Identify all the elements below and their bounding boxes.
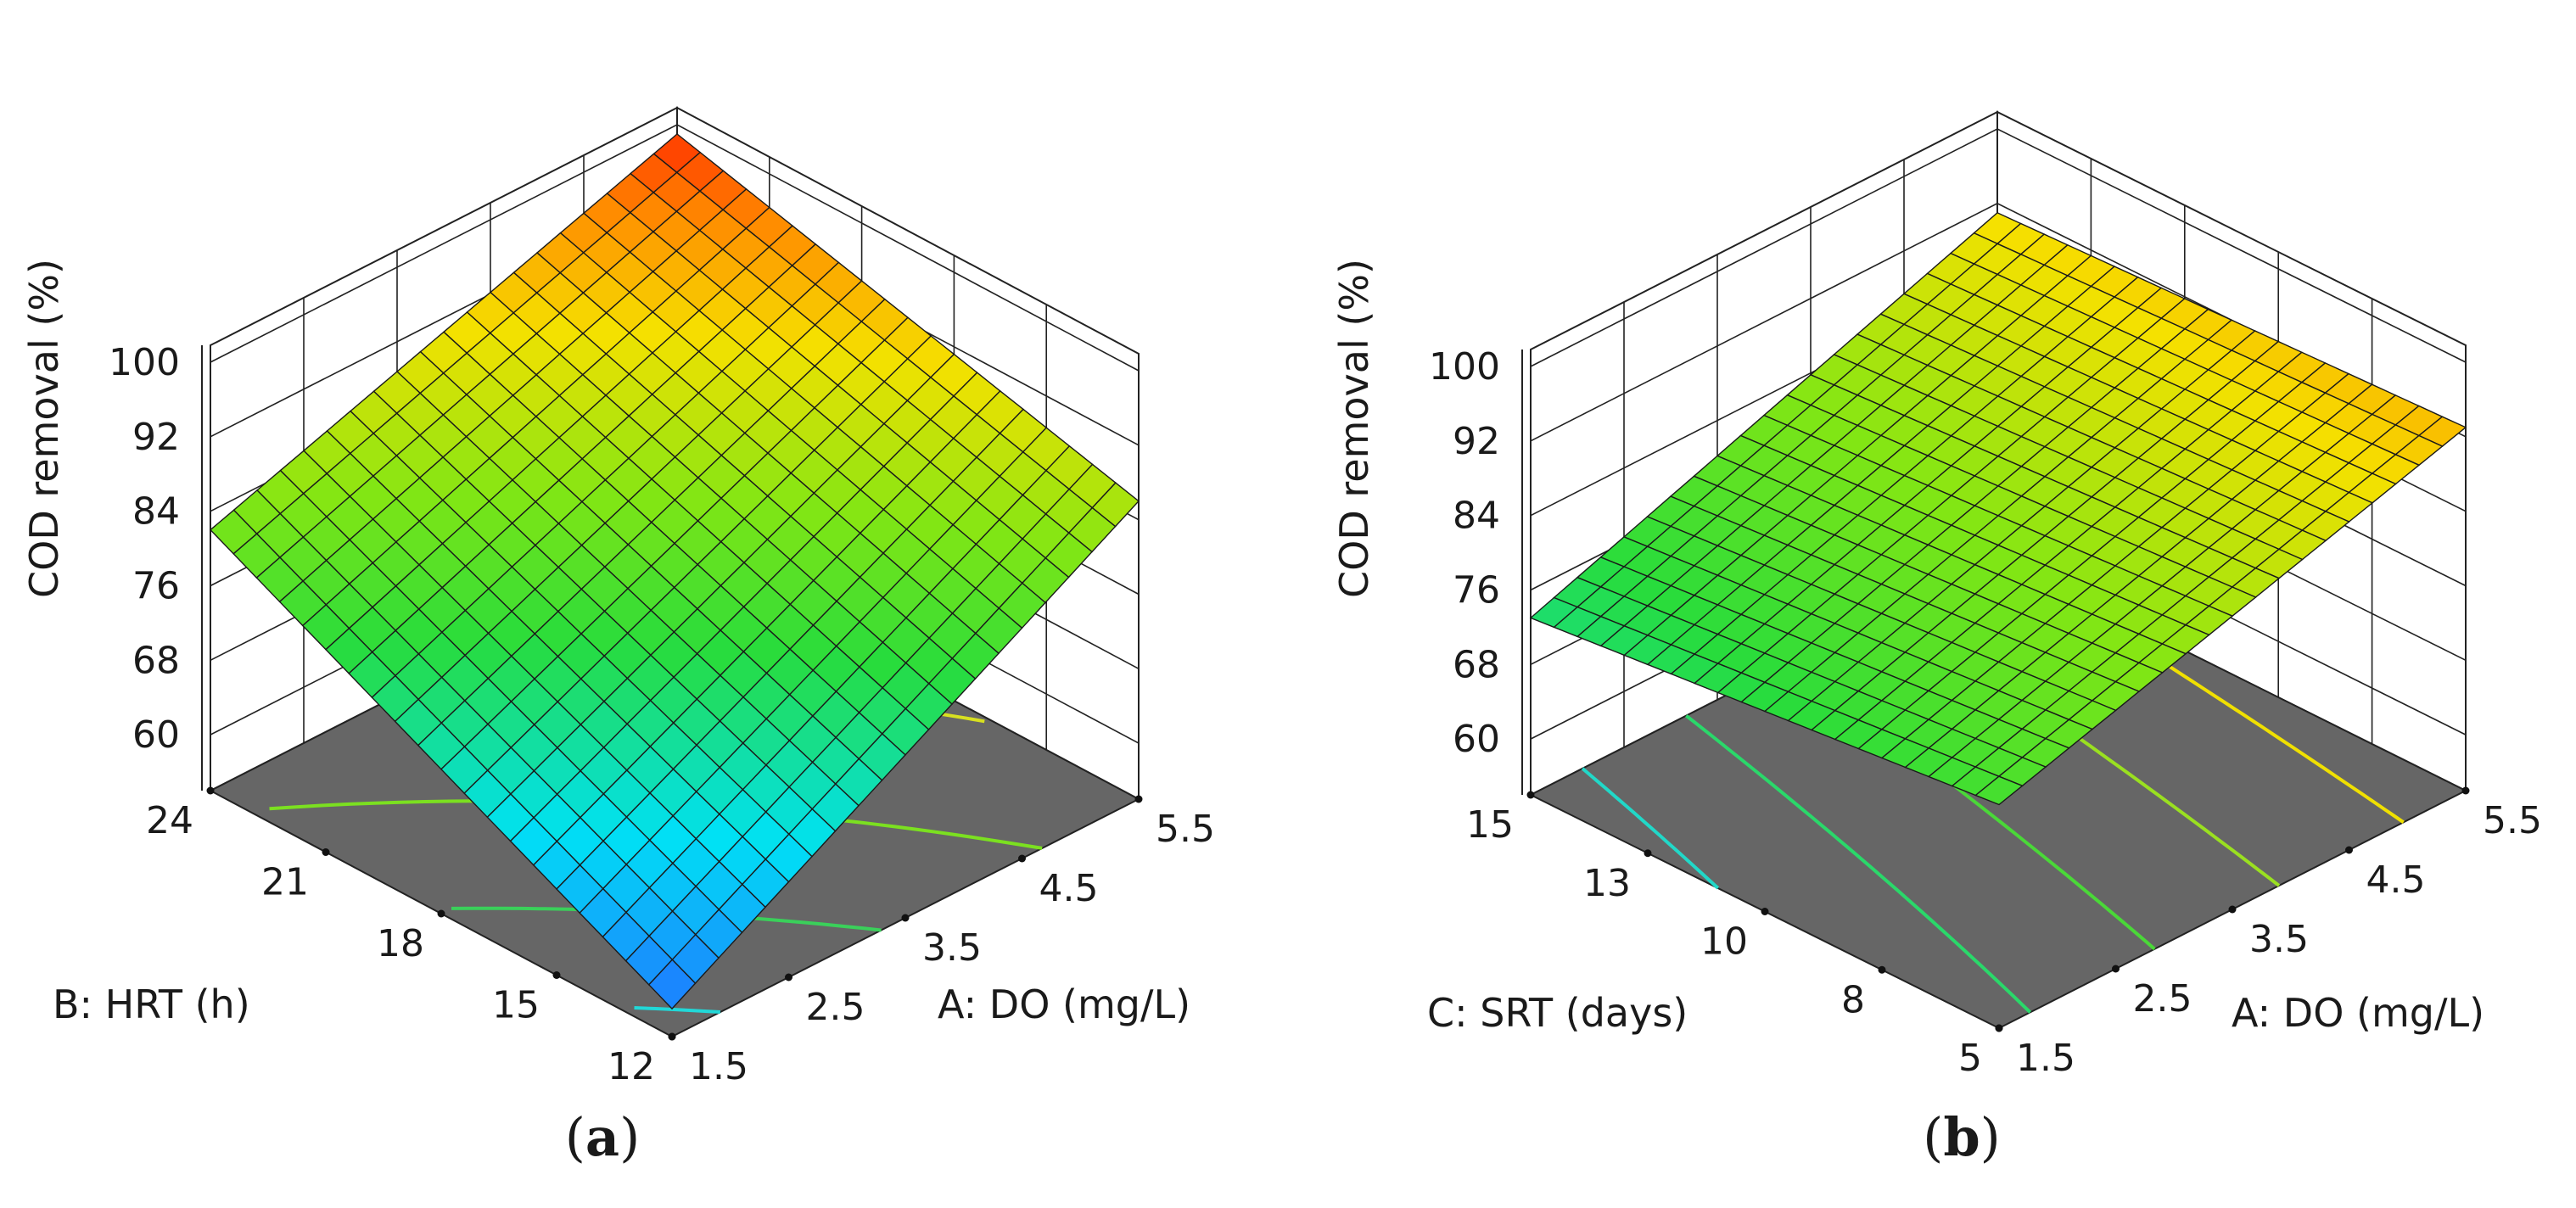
panel-b-y-tick-mark bbox=[1761, 908, 1769, 915]
panel-b-y-tick-label: 10 bbox=[1700, 920, 1748, 964]
panel-a-x-tick-mark bbox=[901, 914, 910, 922]
panel-a-y-tick-mark bbox=[437, 909, 445, 918]
panel-b-x-tick-mark bbox=[2228, 905, 2237, 914]
panel-a-y-tick-mark bbox=[552, 971, 561, 979]
panel-b-y-tick-mark bbox=[1644, 849, 1652, 858]
panel-b-wall-z-grid-line bbox=[1530, 128, 2467, 367]
panel-b-x-axis-label: A: DO (mg/L) bbox=[2232, 990, 2484, 1036]
panel-b-contour-line-0 bbox=[1581, 767, 1720, 890]
panel-a-x-tick-label: 4.5 bbox=[1039, 867, 1099, 910]
panel-a-y-tick-mark bbox=[668, 1032, 676, 1041]
panel-a-y-tick-label: 18 bbox=[377, 922, 424, 965]
panel-b-surface-plot: 60 68 76 84 92 100 1.5 2.5 3.5 4.5 5.5 5 8 10 13 15 COD… bbox=[1331, 110, 2542, 1168]
panel-b-contour-line-1 bbox=[1685, 714, 2032, 1014]
panel-a-x-axis-label: A: DO (mg/L) bbox=[938, 982, 1190, 1027]
panel-b-z-tick-label: 92 bbox=[1453, 420, 1500, 463]
panel-a-z-tick-label: 76 bbox=[132, 564, 180, 607]
panel-a-wall-z-grid-line bbox=[210, 124, 1140, 372]
panel-a-x-tick-mark bbox=[1018, 854, 1026, 863]
panel-a-y-tick-mark bbox=[206, 786, 215, 795]
panel-a-x-tick-label: 1.5 bbox=[689, 1045, 748, 1088]
panel-a-y-tick-label: 12 bbox=[608, 1045, 655, 1088]
panel-a-x-tick-label: 2.5 bbox=[806, 986, 865, 1029]
panel-a-z-tick-label: 84 bbox=[132, 490, 180, 534]
panel-a-y-tick-label: 21 bbox=[261, 861, 309, 904]
panel-a-z-tick-label: 68 bbox=[132, 639, 180, 682]
panel-b-x-tick-label: 3.5 bbox=[2249, 918, 2309, 961]
panel-b-x-tick-label: 2.5 bbox=[2133, 977, 2192, 1021]
panel-b-y-tick-mark bbox=[1526, 791, 1535, 799]
panel-b-z-tick-label: 84 bbox=[1453, 495, 1500, 538]
panel-a-z-tick-label: 60 bbox=[132, 713, 180, 757]
panel-a-contour-line-0 bbox=[634, 1006, 721, 1014]
panel-b-x-tick-mark bbox=[2461, 786, 2470, 795]
panel-b-y-tick-label: 15 bbox=[1466, 803, 1514, 847]
panel-a-surface-cell bbox=[647, 959, 697, 1010]
panel-a-y-tick-label: 24 bbox=[146, 799, 193, 842]
panel-b-y-tick-mark bbox=[1878, 965, 1886, 974]
panel-a-label: (a) bbox=[565, 1106, 641, 1168]
panel-a-y-axis-label: B: HRT (h) bbox=[53, 982, 250, 1027]
panel-a-x-tick-label: 5.5 bbox=[1156, 808, 1215, 851]
panel-b-surface-cell bbox=[1974, 775, 2024, 806]
panel-a-surface-plot: 60 68 76 84 92 100 1.5 2.5 3.5 4.5 5.5 12 15 18 21 24 C… bbox=[21, 106, 1215, 1168]
panel-a-z-tick-label: 100 bbox=[109, 341, 180, 384]
panel-b-z-tick-label: 76 bbox=[1453, 568, 1500, 612]
panel-a-y-tick-mark bbox=[322, 848, 330, 856]
panel-b-x-tick-label: 5.5 bbox=[2483, 799, 2542, 842]
panel-b-y-tick-label: 5 bbox=[1958, 1037, 1982, 1080]
panel-b-z-tick-label: 60 bbox=[1453, 718, 1500, 761]
panel-b-label: (b) bbox=[1923, 1106, 2001, 1168]
panel-b-z-axis-label: COD removal (%) bbox=[1331, 259, 1377, 598]
panel-b-y-tick-label: 8 bbox=[1841, 978, 1865, 1021]
panel-b-z-tick-label: 68 bbox=[1453, 643, 1500, 686]
panel-b-z-tick-label: 100 bbox=[1429, 345, 1500, 389]
panel-b-x-tick-mark bbox=[2112, 965, 2120, 973]
panel-b-x-tick-label: 1.5 bbox=[2016, 1037, 2075, 1080]
panel-a-y-tick-label: 15 bbox=[492, 984, 540, 1027]
panel-a-z-tick-label: 92 bbox=[132, 416, 180, 459]
panel-a-x-tick-mark bbox=[1134, 795, 1143, 803]
panel-a-x-tick-mark bbox=[785, 973, 792, 982]
panel-b-y-tick-label: 13 bbox=[1583, 862, 1631, 905]
panel-b-x-tick-mark bbox=[2345, 846, 2353, 854]
panel-a-x-tick-label: 3.5 bbox=[922, 926, 982, 970]
panel-b-y-tick-mark bbox=[1995, 1024, 2003, 1032]
panel-b-x-tick-label: 4.5 bbox=[2366, 858, 2426, 902]
panel-a-z-axis-label: COD removal (%) bbox=[21, 259, 67, 598]
panel-b-y-axis-label: C: SRT (days) bbox=[1427, 990, 1688, 1036]
